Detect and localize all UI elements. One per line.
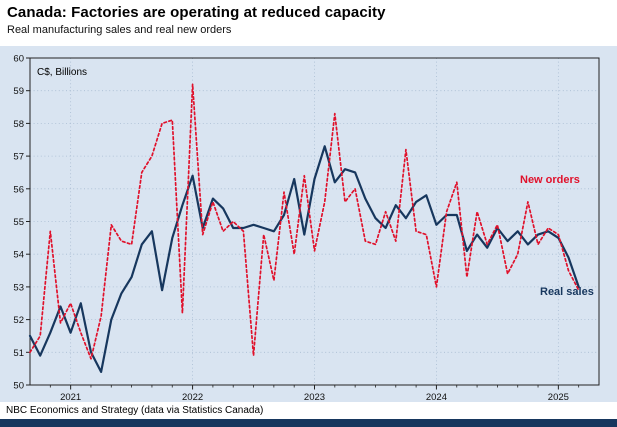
svg-text:52: 52 [13, 315, 24, 326]
svg-text:53: 53 [13, 282, 24, 293]
svg-text:57: 57 [13, 152, 24, 163]
svg-text:58: 58 [13, 119, 24, 130]
svg-text:50: 50 [13, 381, 24, 392]
chart-header: Canada: Factories are operating at reduc… [7, 4, 611, 36]
line-chart: 50 51 52 53 54 55 56 57 58 59 60 2021 2022 2023 2024 20… [0, 46, 617, 402]
chart-subtitle: Real manufacturing sales and real new or… [7, 24, 232, 36]
svg-text:2021: 2021 [60, 392, 81, 402]
y-axis-unit-label: C$, Billions [37, 67, 88, 78]
svg-text:2025: 2025 [548, 392, 569, 402]
source-note: NBC Economics and Strategy (data via Sta… [6, 405, 264, 416]
svg-text:2024: 2024 [426, 392, 447, 402]
svg-text:56: 56 [13, 184, 24, 195]
chart-title: Canada: Factories are operating at reduc… [7, 4, 386, 21]
series-label-real-sales: Real sales [540, 286, 594, 298]
svg-text:2022: 2022 [182, 392, 203, 402]
svg-text:60: 60 [13, 54, 24, 65]
svg-text:55: 55 [13, 217, 24, 228]
svg-text:59: 59 [13, 86, 24, 97]
line-chart-canvas: 50 51 52 53 54 55 56 57 58 59 60 2021 2022 2023 2024 20… [13, 54, 600, 402]
footer-accent-bar [0, 419, 617, 427]
svg-text:54: 54 [13, 250, 24, 261]
svg-text:51: 51 [13, 348, 24, 359]
svg-text:2023: 2023 [304, 392, 325, 402]
series-label-new-orders: New orders [520, 174, 580, 186]
